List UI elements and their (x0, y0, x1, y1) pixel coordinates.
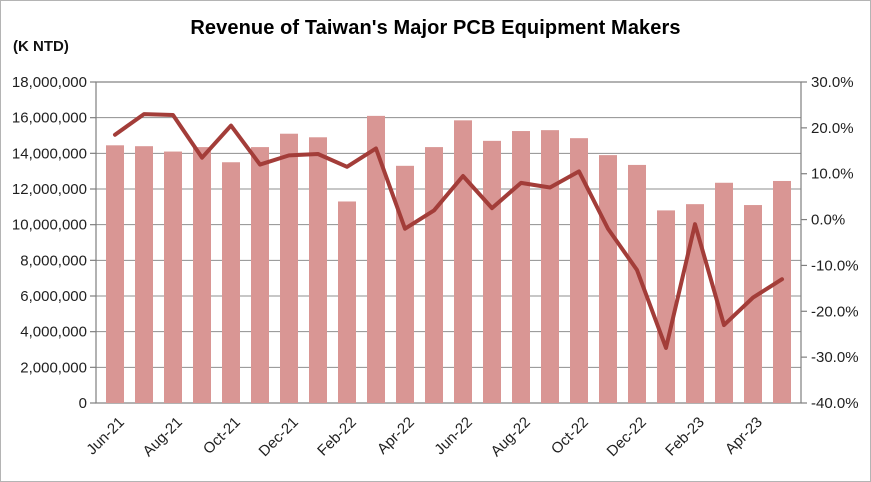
y-left-tick-label: 12,000,000 (12, 181, 87, 198)
x-tick-label: Aug-22 (488, 414, 534, 460)
revenue-bar (773, 180, 791, 403)
revenue-bar (744, 205, 762, 403)
y-right-tick-label: 0.0% (811, 212, 845, 229)
revenue-bar (715, 182, 733, 403)
revenue-bar (454, 120, 472, 403)
x-tick-label: Jun-22 (431, 414, 475, 458)
y-axis-units-label: (K NTD) (13, 38, 69, 55)
growth-line (113, 112, 784, 350)
x-tick-label: Jun-21 (83, 414, 127, 458)
revenue-bar (396, 165, 414, 403)
revenue-bar (164, 151, 182, 403)
revenue-bar (309, 137, 327, 404)
y-right-tick-label: -40.0% (811, 395, 859, 412)
y-right-tick-label: 10.0% (811, 166, 854, 183)
y-left-tick-label: 16,000,000 (12, 110, 87, 127)
y-left-tick-label: 8,000,000 (20, 252, 87, 269)
revenue-bar (367, 115, 385, 403)
revenue-bar (541, 130, 559, 403)
revenue-bar (135, 146, 153, 403)
x-tick-label: Feb-22 (314, 414, 360, 460)
y-right-tick-label: 20.0% (811, 120, 854, 137)
x-tick-label: Dec-22 (604, 414, 650, 460)
x-tick-label: Apr-23 (722, 414, 766, 458)
y-left-tick-label: 18,000,000 (12, 74, 87, 91)
y-left-tick-label: 2,000,000 (20, 359, 87, 376)
revenue-bar (483, 140, 501, 403)
x-tick-label: Apr-22 (374, 414, 418, 458)
revenue-bar (193, 147, 211, 403)
revenue-bar (512, 131, 530, 403)
y-right-tick-label: -20.0% (811, 303, 859, 320)
revenue-bar (686, 204, 704, 403)
x-tick-label: Oct-21 (200, 414, 244, 458)
y-left-tick-label: 10,000,000 (12, 217, 87, 234)
chart-title: Revenue of Taiwan's Major PCB Equipment … (190, 17, 681, 39)
y-right-tick-label: 30.0% (811, 74, 854, 91)
x-tick-label: Feb-23 (662, 414, 708, 460)
revenue-bar (657, 210, 675, 403)
y-right-tick-label: -10.0% (811, 257, 859, 274)
x-tick-label: Aug-21 (140, 414, 186, 460)
y-right-tick-label: -30.0% (811, 349, 859, 366)
y-left-tick-label: 4,000,000 (20, 324, 87, 341)
y-left-tick-label: 14,000,000 (12, 145, 87, 162)
revenue-bar (570, 138, 588, 404)
revenue-bar (106, 145, 124, 403)
y-left-tick-label: 6,000,000 (20, 288, 87, 305)
revenue-bar (599, 155, 617, 403)
y-left-tick-label: 0 (79, 395, 87, 412)
revenue-bar (222, 162, 240, 403)
revenue-bar (251, 147, 269, 403)
revenue-bar (628, 164, 646, 403)
plot-border (95, 81, 802, 404)
revenue-bar (425, 147, 443, 403)
revenue-bar (280, 133, 298, 403)
revenue-bar (338, 201, 356, 403)
x-tick-label: Oct-22 (548, 414, 592, 458)
x-tick-label: Dec-21 (256, 414, 302, 460)
